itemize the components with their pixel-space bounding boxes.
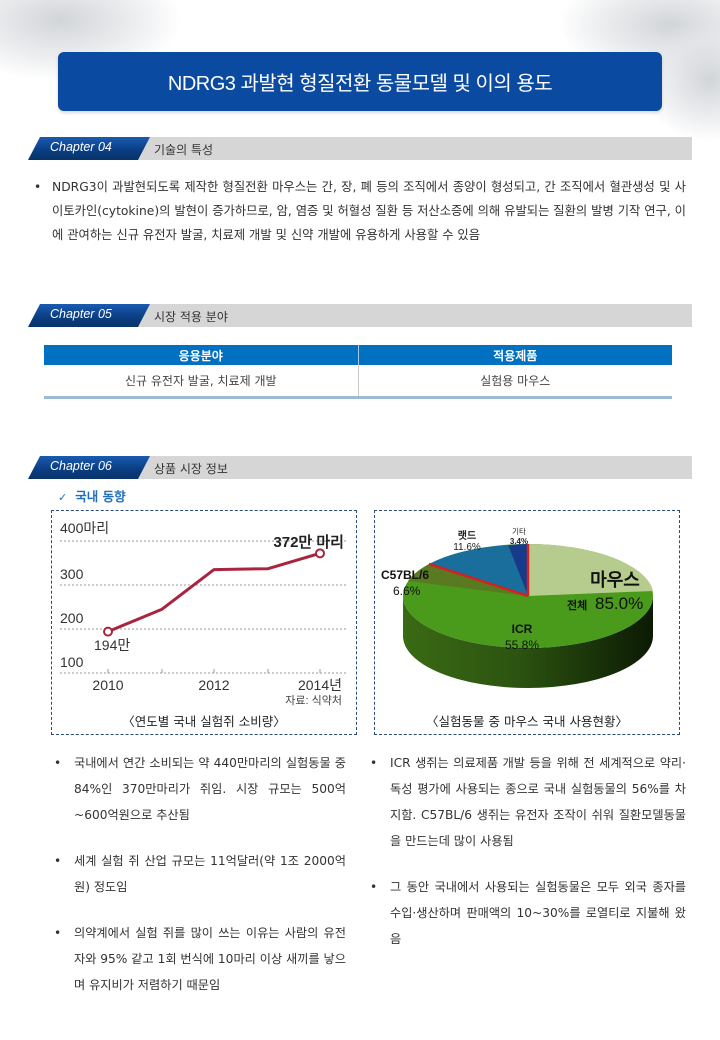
cell-applied-product: 실험용 마우스 [358,365,672,399]
svg-text:전체: 전체 [567,598,587,612]
svg-text:C57BL/6: C57BL/6 [381,568,429,582]
domestic-trend-subhead: ✓ 국내 동향 [58,486,126,505]
table-header-row: 응용분야 적용제품 [44,345,672,365]
svg-text:3.4%: 3.4% [510,537,528,546]
chapter-tab [28,456,150,479]
chapter-tab-label: Chapter 04 [50,140,112,154]
check-icon: ✓ [58,491,68,504]
chapter-tab-label: Chapter 05 [50,307,112,321]
header-applied-product: 적용제품 [358,345,672,365]
list-item: • ICR 생쥐는 의료제품 개발 등을 위해 전 세계적으로 약리·독성 평가… [356,750,686,854]
pie-chart-box: 랫드 11.6% 기타 3.4% C57BL/6 6.6% 마우스 전체 85.… [374,510,680,735]
svg-text:6.6%: 6.6% [393,584,421,598]
bullet-dot: • [370,756,378,770]
pie-slice-other [508,544,528,596]
pie-slice-rat [429,545,528,596]
y-tick-label: 100 [60,654,84,670]
application-table: 응용분야 적용제품 신규 유전자 발굴, 치료제 개발 실험용 마우스 [44,345,672,399]
line-chart-caption: 〈연도별 국내 실험쥐 소비량〉 [122,714,286,729]
x-tick-label: 2014년 [298,677,342,693]
x-ticks [107,669,321,673]
x-tick-label: 2012 [198,677,229,693]
list-item: • 그 동안 국내에서 사용되는 실험동물은 모두 외국 종자를 수입·생산하며… [356,874,686,952]
list-item-text: ICR 생쥐는 의료제품 개발 등을 위해 전 세계적으로 약리·독성 평가에 … [390,756,686,848]
header-application-field: 응용분야 [44,345,359,365]
svg-text:11.6%: 11.6% [453,542,481,553]
tech-feature-text: NDRG3이 과발현되도록 제작한 형질전환 마우스는 간, 장, 폐 등의 조… [52,180,686,242]
chapter-04-header: Chapter 04 기술의 특성 [28,137,692,160]
list-item: • 의약계에서 실험 쥐를 많이 쓰는 이유는 사람의 유전자와 95% 같고 … [40,920,346,998]
bullet-dot: • [54,854,62,868]
chapter-tab-label: Chapter 06 [50,459,112,473]
list-item-text: 국내에서 연간 소비되는 약 440만마리의 실험동물 중 84%인 370만마… [74,756,346,822]
pie-slice-mouse-rest [528,543,653,596]
chapter-bar [118,137,692,160]
market-bullets-right: • ICR 생쥐는 의료제품 개발 등을 위해 전 세계적으로 약리·독성 평가… [356,750,686,972]
chapter-bar [118,304,692,327]
consumption-line [107,551,321,633]
data-point-2014 [315,548,325,559]
pie-side [403,596,653,688]
chapter-heading: 시장 적용 분야 [154,310,228,324]
chapter-05-header: Chapter 05 시장 적용 분야 [28,304,692,327]
pie-chart-caption: 〈실험동물 중 마우스 국내 사용현황〉 [426,714,628,729]
svg-text:기타: 기타 [512,527,526,536]
svg-text:55.8%: 55.8% [505,638,539,652]
svg-text:랫드: 랫드 [458,529,476,542]
list-item-text: 세계 실험 쥐 산업 규모는 11억달러(약 1조 2000억원) 정도임 [74,854,346,894]
line-chart-box: 400마리 300 200 100 2010 2012 2014년 자료: 식약… [51,510,357,735]
bullet-dot: • [54,756,62,770]
chapter-heading: 기술의 특성 [154,143,214,157]
svg-text:85.0%: 85.0% [595,594,643,613]
chapter-tab [28,137,150,160]
chapter-bar [118,456,692,479]
bullet-dot: • [370,880,378,894]
list-item-text: 의약계에서 실험 쥐를 많이 쓰는 이유는 사람의 유전자와 95% 같고 1회… [74,926,346,992]
subhead-label: 국내 동향 [75,489,126,504]
market-bullets-left: • 국내에서 연간 소비되는 약 440만마리의 실험동물 중 84%인 370… [40,750,346,1018]
bullet-dot: • [34,180,42,194]
pie-chart: 랫드 11.6% 기타 3.4% C57BL/6 6.6% 마우스 전체 85.… [381,527,653,688]
x-tick-label: 2010 [92,677,123,693]
line-chart: 400마리 300 200 100 2010 2012 2014년 자료: 식약… [52,511,352,706]
pie-slice-c57 [408,564,528,596]
cell-application-field: 신규 유전자 발굴, 치료제 개발 [44,365,359,399]
y-tick-label: 200 [60,610,84,626]
chart-source: 자료: 식약처 [285,693,342,706]
list-item: • 국내에서 연간 소비되는 약 440만마리의 실험동물 중 84%인 370… [40,750,346,828]
slice-separator [428,562,529,598]
page-title: NDRG3 과발현 형질전환 동물모델 및 이의 용도 [167,73,553,95]
data-point-2010 [103,626,113,637]
tech-feature-paragraph: • NDRG3이 과발현되도록 제작한 형질전환 마우스는 간, 장, 폐 등의… [34,175,686,251]
chapter-06-header: Chapter 06 상품 시장 정보 [28,456,692,479]
list-item: • 세계 실험 쥐 산업 규모는 11억달러(약 1조 2000억원) 정도임 [40,848,346,900]
list-item-text: 그 동안 국내에서 사용되는 실험동물은 모두 외국 종자를 수입·생산하며 판… [390,880,686,946]
bullet-dot: • [54,926,62,940]
annotation-372: 372만 마리 [273,534,344,551]
y-tick-label: 400마리 [60,520,109,536]
annotation-194: 194만 [94,637,130,653]
chapter-heading: 상품 시장 정보 [154,462,228,476]
title-banner: NDRG3 과발현 형질전환 동물모델 및 이의 용도 [58,52,662,111]
table-row: 신규 유전자 발굴, 치료제 개발 실험용 마우스 [44,365,672,399]
svg-text:ICR: ICR [512,622,533,636]
svg-text:마우스: 마우스 [590,570,640,590]
y-tick-label: 300 [60,566,84,582]
chapter-tab [28,304,150,327]
